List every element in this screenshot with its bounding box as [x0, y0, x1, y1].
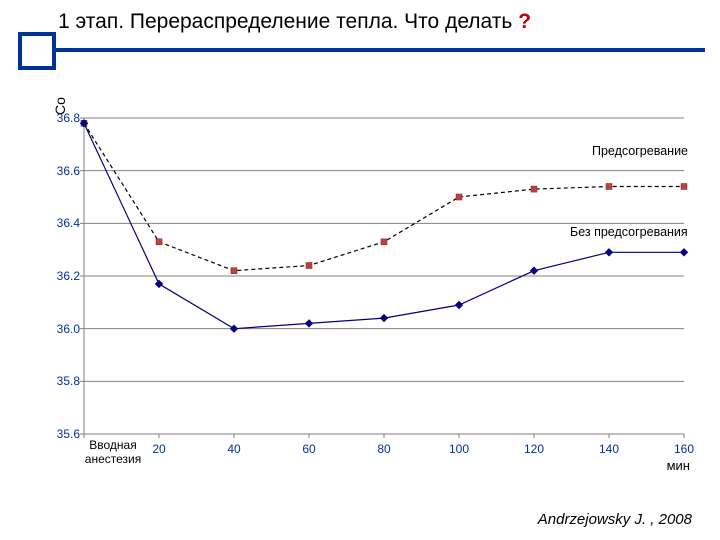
- series-label: Без предсогревания: [570, 225, 688, 239]
- slide-title: 1 этап. Перераспределение тепла. Что дел…: [58, 10, 720, 34]
- marker-no_prewarming: [156, 280, 163, 287]
- marker-no_prewarming: [681, 249, 688, 256]
- slide: { "title": { "text": "1 этап. Перераспре…: [0, 0, 720, 540]
- x-origin-line2: анестезия: [85, 452, 141, 466]
- xtick-label: 140: [599, 442, 619, 456]
- ytick-label: 36.4: [57, 216, 80, 230]
- marker-no_prewarming: [306, 320, 313, 327]
- marker-no_prewarming: [381, 315, 388, 322]
- marker-prewarming: [381, 239, 387, 245]
- xtick-label: 60: [302, 442, 315, 456]
- marker-prewarming: [231, 268, 237, 274]
- marker-no_prewarming: [531, 267, 538, 274]
- ytick-label: 36.6: [57, 164, 80, 178]
- title-question-mark: ?: [518, 10, 531, 33]
- x-origin-line1: Вводная: [89, 438, 136, 452]
- x-origin-annotation: Вводная анестезия: [68, 438, 158, 467]
- marker-prewarming: [531, 186, 537, 192]
- xtick-label: 40: [227, 442, 240, 456]
- xtick-label: 80: [377, 442, 390, 456]
- marker-prewarming: [606, 184, 612, 190]
- xtick-label: 100: [449, 442, 469, 456]
- marker-no_prewarming: [606, 249, 613, 256]
- ytick-label: 35.8: [57, 374, 80, 388]
- slide-title-area: 1 этап. Перераспределение тепла. Что дел…: [0, 10, 720, 34]
- title-main: 1 этап. Перераспределение тепла. Что дел…: [58, 10, 512, 33]
- xtick-label: 160: [674, 442, 694, 456]
- marker-no_prewarming: [456, 302, 463, 309]
- ytick-label: 36.2: [57, 269, 80, 283]
- xtick-label: 120: [524, 442, 544, 456]
- header-square-icon: [18, 32, 56, 70]
- header-rule: [55, 48, 705, 52]
- marker-prewarming: [156, 239, 162, 245]
- series-label: Предсогревание: [592, 144, 688, 158]
- ytick-label: 36.0: [57, 322, 80, 336]
- chart: 35.635.836.036.236.436.636.8204060801001…: [84, 118, 684, 434]
- marker-prewarming: [681, 184, 687, 190]
- ytick-label: 36.8: [57, 111, 80, 125]
- marker-prewarming: [456, 194, 462, 200]
- marker-prewarming: [306, 263, 312, 269]
- x-unit-label: мин: [667, 458, 690, 473]
- chart-svg: [84, 118, 684, 434]
- marker-no_prewarming: [231, 325, 238, 332]
- citation: Andrzejowsky J. , 2008: [538, 511, 692, 528]
